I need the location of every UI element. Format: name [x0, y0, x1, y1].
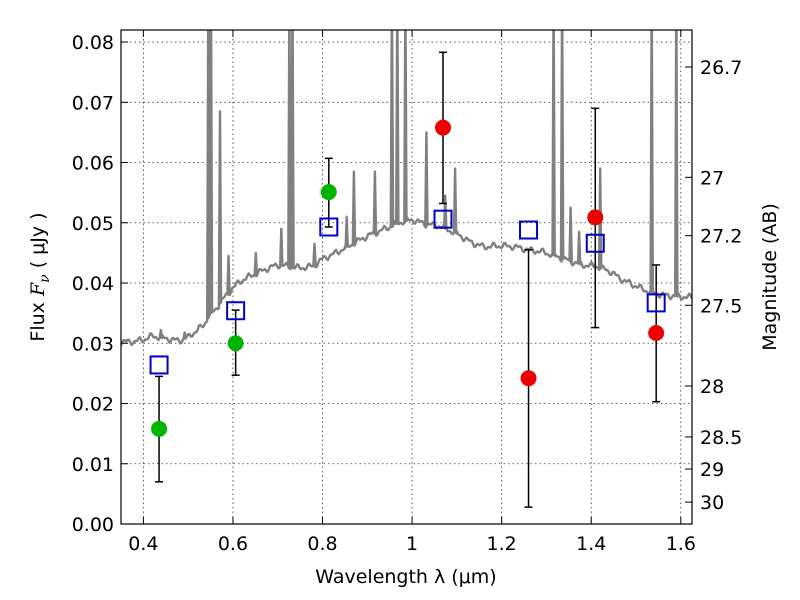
red-data-point [520, 370, 537, 387]
model-flux-square [433, 209, 453, 229]
y-tick-label: 0.00 [72, 514, 114, 536]
right-tick-label: 28.5 [700, 427, 742, 449]
y-tick-label: 0.05 [72, 213, 114, 235]
y-tick-label: 0.02 [72, 394, 114, 416]
y-axis-title-unit: ( μJy ) [27, 212, 49, 274]
y-tick-label: 0.01 [72, 454, 114, 476]
model-spectrum-line [121, 30, 692, 347]
x-tick-label: 0.8 [307, 533, 337, 555]
red-data-point [587, 209, 604, 226]
green-data-point [227, 335, 244, 352]
photometry-points [149, 51, 666, 508]
red-data-point [434, 119, 451, 136]
right-tick-label: 29 [700, 459, 724, 481]
y-axis-title-left: Flux Fν ( μJy ) [27, 212, 53, 341]
x-tick-label: 0.6 [218, 533, 248, 555]
model-flux-square [646, 293, 666, 313]
right-tick-label: 27.5 [700, 295, 742, 317]
x-tick-label: 1.6 [666, 533, 696, 555]
model-flux-square [519, 220, 539, 240]
x-tick-label: 0.4 [128, 533, 158, 555]
x-tick-label: 1.2 [487, 533, 517, 555]
y-axis-title-right: Magnitude (AB) [759, 203, 781, 351]
model-flux-square [319, 217, 339, 237]
right-tick-label: 27 [700, 167, 724, 189]
y-axis-title-subscript: ν [37, 274, 53, 283]
model-flux-square [585, 233, 605, 253]
plot-frame [120, 29, 693, 525]
y-tick-label: 0.04 [72, 273, 114, 295]
model-flux-square [149, 355, 169, 375]
right-tick-label: 30 [700, 492, 724, 514]
y-axis-title-symbol: F [27, 282, 49, 297]
y-tick-label: 0.03 [72, 333, 114, 355]
right-tick-label: 26.7 [700, 57, 742, 79]
model-spectrum [121, 30, 692, 347]
y-axis-title-prefix: Flux [27, 296, 49, 342]
y-tick-label: 0.07 [72, 92, 114, 114]
x-tick-label: 1 [406, 533, 418, 555]
red-data-point [648, 325, 665, 342]
green-data-point [151, 420, 168, 437]
y-tick-label: 0.06 [72, 153, 114, 175]
model-flux-square [226, 301, 246, 321]
right-tick-label: 27.2 [700, 226, 742, 248]
green-data-point [320, 184, 337, 201]
axis-ticks: 0.4 0.6 0.8 1 1.2 1.4 1.6 0.00 0.01 0.02 0.03 0.04 0… [72, 30, 742, 555]
y-tick-label: 0.08 [72, 32, 114, 54]
x-tick-label: 1.4 [576, 533, 606, 555]
right-tick-label: 28 [700, 376, 724, 398]
x-axis-title: Wavelength λ (μm) [315, 566, 496, 588]
